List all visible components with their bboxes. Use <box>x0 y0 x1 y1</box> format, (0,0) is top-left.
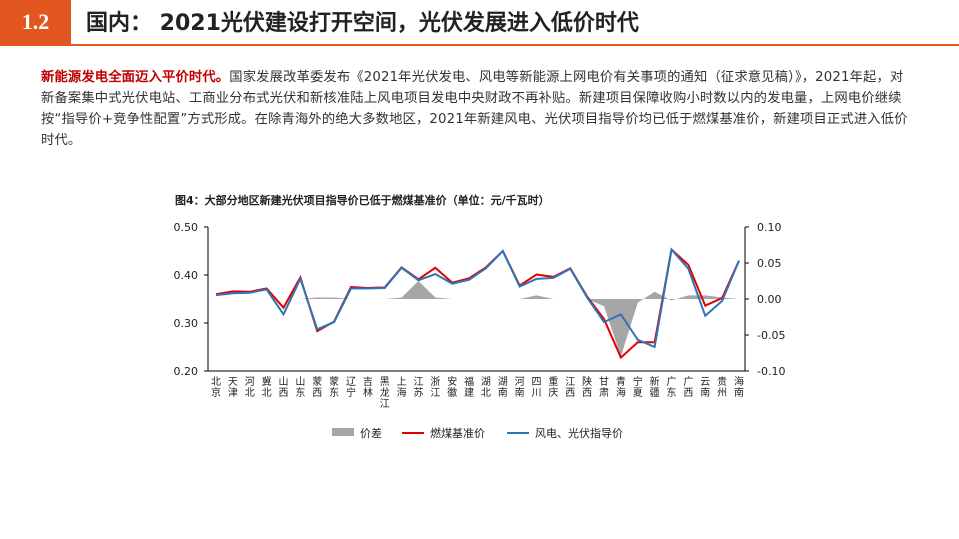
x-tick-label: 广东 <box>667 376 677 399</box>
right-tick-label: 0.00 <box>757 293 782 306</box>
x-tick-label: 吉林 <box>363 376 373 399</box>
right-tick-label: 0.05 <box>757 257 782 270</box>
page-title: 国内： 2021光伏建设打开空间，光伏发展进入低价时代 <box>86 11 639 36</box>
x-tick-label: 福建 <box>464 375 474 399</box>
x-tick-label: 浙江 <box>430 376 440 399</box>
x-tick-label: 甘肃 <box>599 375 609 399</box>
x-tick-label: 辽宁 <box>346 376 356 399</box>
x-tick-label: 海南 <box>734 375 744 399</box>
x-tick-label: 蒙西 <box>312 375 322 399</box>
x-tick-label: 安徽 <box>447 375 457 399</box>
left-tick-label: 0.50 <box>174 221 199 234</box>
right-tick-label: -0.05 <box>757 329 785 342</box>
right-tick-label: 0.10 <box>757 221 782 234</box>
x-tick-label: 贵州 <box>717 375 727 399</box>
x-tick-label: 山西 <box>278 376 288 399</box>
x-tick-label: 重庆 <box>548 375 558 399</box>
x-tick-label: 山东 <box>295 376 305 399</box>
x-tick-label: 青海 <box>616 375 626 399</box>
header-divider <box>0 44 959 46</box>
x-tick-label: 陕西 <box>582 375 592 399</box>
x-tick-label: 蒙东 <box>329 375 339 399</box>
x-tick-label: 广西 <box>683 376 693 399</box>
x-tick-label: 冀北 <box>262 375 272 399</box>
x-tick-label: 北京 <box>211 376 221 399</box>
x-tick-label: 黑龙江 <box>380 376 390 410</box>
x-tick-label: 宁夏 <box>633 375 643 399</box>
x-tick-label: 湖南 <box>498 376 508 399</box>
x-tick-label: 湖北 <box>481 376 491 399</box>
section-number-badge: 1.2 <box>0 0 71 44</box>
x-tick-label: 四川 <box>532 377 542 399</box>
spread-area <box>216 281 739 357</box>
paragraph-lead: 新能源发电全面迈入平价时代。 <box>41 70 230 85</box>
right-tick-label: -0.10 <box>757 365 785 378</box>
x-tick-label: 江苏 <box>413 376 423 399</box>
legend-label: 价差 <box>360 426 382 440</box>
x-tick-label: 河北 <box>245 376 255 399</box>
x-tick-label: 天津 <box>228 377 238 399</box>
chart-title: 图4：大部分地区新建光伏项目指导价已低于燃煤基准价（单位：元/千瓦时） <box>175 193 550 207</box>
x-tick-label: 新疆 <box>650 375 660 399</box>
x-tick-label: 上海 <box>397 376 407 399</box>
header: 1.2 国内： 2021光伏建设打开空间，光伏发展进入低价时代 <box>0 0 959 46</box>
intro-paragraph: 新能源发电全面迈入平价时代。国家发展改革委发布《2021年光伏发电、风电等新能源… <box>41 67 911 151</box>
legend-label: 风电、光伏指导价 <box>535 426 623 440</box>
coal-price-line <box>215 247 740 360</box>
left-tick-label: 0.20 <box>174 365 199 378</box>
guide-price-line <box>215 247 740 349</box>
paragraph-body: 国家发展改革委发布《2021年光伏发电、风电等新能源上网电价有关事项的通知（征求… <box>41 70 908 148</box>
x-tick-label: 河南 <box>515 376 525 399</box>
x-tick-label: 云南 <box>700 377 710 399</box>
legend-label: 燃煤基准价 <box>430 426 485 440</box>
x-tick-label: 江西 <box>565 376 575 399</box>
legend-swatch-area <box>332 428 354 436</box>
left-tick-label: 0.40 <box>174 269 199 282</box>
left-tick-label: 0.30 <box>174 317 199 330</box>
legend: 价差 燃煤基准价 风电、光伏指导价 <box>332 426 623 440</box>
